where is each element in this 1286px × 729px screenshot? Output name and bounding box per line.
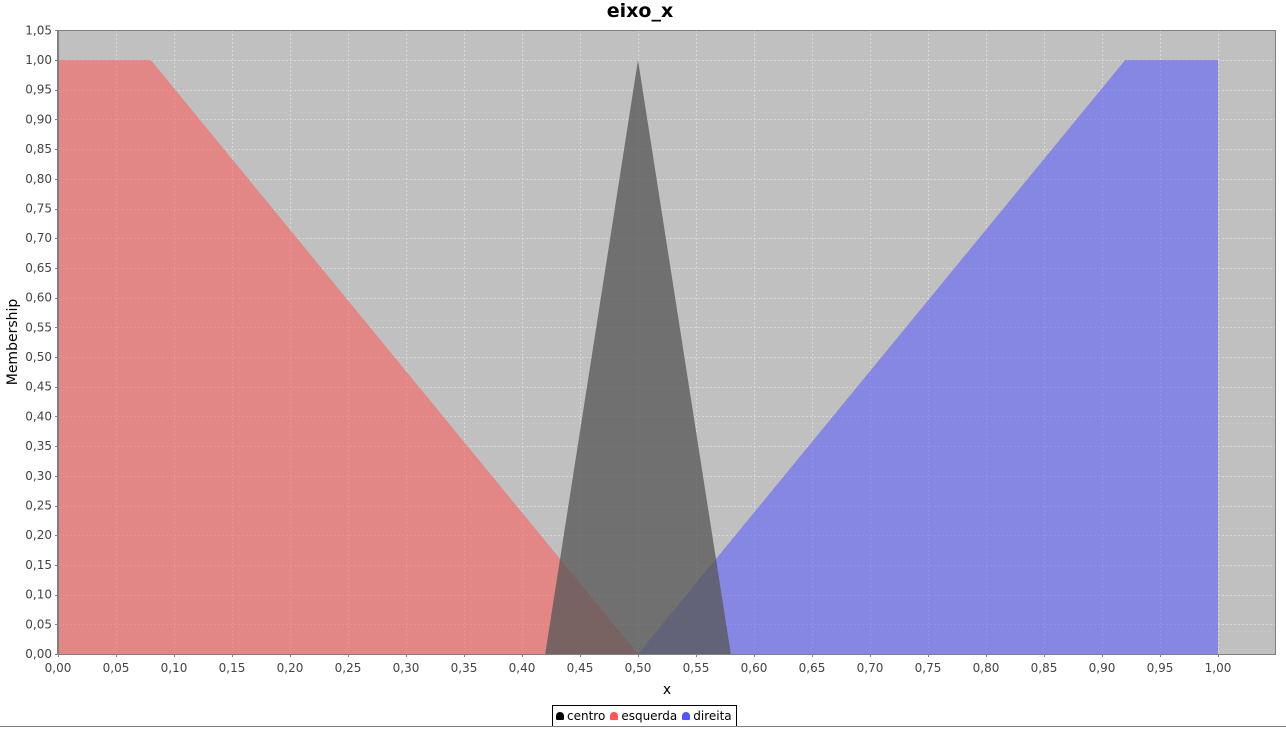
x-tick-label: 0,90 — [1089, 661, 1116, 675]
x-tick-label: 0,30 — [393, 661, 420, 675]
x-tick-label: 1,00 — [1205, 661, 1232, 675]
y-tick-label: 0,35 — [25, 439, 52, 453]
y-tick-label: 0,65 — [25, 261, 52, 275]
x-tick-label: 0,50 — [625, 661, 652, 675]
y-tick-label: 0,05 — [25, 617, 52, 631]
x-tick-label: 0,80 — [973, 661, 1000, 675]
x-tick-label: 0,20 — [277, 661, 304, 675]
y-tick-label: 1,05 — [25, 23, 52, 37]
x-axis-label: x — [663, 682, 671, 698]
series-area-centro — [545, 60, 731, 654]
x-tick-label: 0,95 — [1147, 661, 1174, 675]
y-tick-label: 0,55 — [25, 320, 52, 334]
legend-item-direita: direita — [682, 709, 732, 723]
legend-item-esquerda: esquerda — [610, 709, 677, 723]
y-tick-label: 0,00 — [25, 647, 52, 661]
x-tick-label: 0,60 — [741, 661, 768, 675]
x-tick-label: 0,15 — [219, 661, 246, 675]
y-tick-label: 0,45 — [25, 380, 52, 394]
y-tick-label: 0,30 — [25, 469, 52, 483]
x-tick-label: 0,25 — [335, 661, 362, 675]
legend: centro esquerda direita — [552, 705, 737, 727]
legend-item-centro: centro — [556, 709, 605, 723]
legend-label-esquerda: esquerda — [621, 709, 678, 723]
chart-title: eixo_x — [606, 0, 674, 22]
x-tick-label: 0,55 — [683, 661, 710, 675]
legend-swatch-esquerda — [610, 712, 619, 720]
tick-layer: 0,00 0,05 0,10 0,15 0,20 0,25 0,30 0,35 0,40 0,45… — [25, 23, 1231, 675]
x-tick-label: 0,10 — [161, 661, 188, 675]
x-tick-label: 0,75 — [915, 661, 942, 675]
legend-swatch-centro — [556, 712, 564, 720]
series-layer — [58, 60, 1218, 654]
y-tick-label: 0,10 — [25, 588, 52, 602]
bottom-divider — [0, 726, 1286, 727]
y-tick-label: 0,90 — [25, 112, 52, 126]
x-tick-label: 0,70 — [857, 661, 884, 675]
y-tick-label: 0,25 — [25, 499, 52, 513]
axis-layer — [57, 30, 1276, 655]
legend-swatch-direita — [682, 712, 691, 720]
x-tick-label: 0,45 — [567, 661, 594, 675]
y-tick-label: 0,80 — [25, 172, 52, 186]
y-tick-label: 0,40 — [25, 409, 52, 423]
y-tick-label: 0,20 — [25, 528, 52, 542]
x-tick-label: 0,85 — [1031, 661, 1058, 675]
legend-label-direita: direita — [693, 709, 732, 723]
x-tick-label: 0,65 — [799, 661, 826, 675]
y-axis-label: Membership — [5, 299, 21, 386]
y-tick-label: 0,95 — [25, 83, 52, 97]
y-tick-label: 1,00 — [25, 53, 52, 67]
y-tick-label: 0,85 — [25, 142, 52, 156]
series-area-esquerda — [58, 60, 638, 654]
y-tick-label: 0,60 — [25, 291, 52, 305]
y-tick-label: 0,75 — [25, 202, 52, 216]
x-tick-label: 0,05 — [103, 661, 130, 675]
x-tick-label: 0,00 — [45, 661, 72, 675]
legend-label-centro: centro — [567, 709, 606, 723]
y-tick-label: 0,15 — [25, 558, 52, 572]
series-area-direita — [638, 60, 1218, 654]
x-tick-label: 0,40 — [509, 661, 536, 675]
x-tick-label: 0,35 — [451, 661, 478, 675]
y-tick-label: 0,50 — [25, 350, 52, 364]
y-tick-label: 0,70 — [25, 231, 52, 245]
